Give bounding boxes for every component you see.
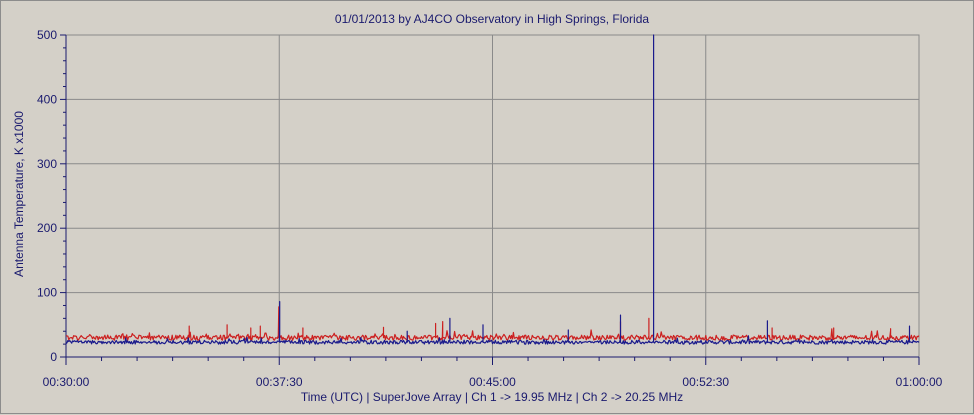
x-tick-label: 00:45:00 — [469, 375, 516, 389]
y-tick-label: 200 — [37, 221, 57, 235]
y-tick-label: 500 — [37, 28, 57, 42]
x-tick-label: 00:37:30 — [256, 375, 303, 389]
x-tick-label: 00:52:30 — [682, 375, 729, 389]
y-axis-label: Antenna Temperature, K x1000 — [12, 111, 26, 277]
y-tick-label: 300 — [37, 157, 57, 171]
y-tick-label: 0 — [50, 350, 57, 364]
chart-title: 01/01/2013 by AJ4CO Observatory in High … — [335, 12, 649, 26]
x-axis-label: Time (UTC) | SuperJove Array | Ch 1 -> 1… — [301, 390, 683, 404]
y-tick-label: 400 — [37, 92, 57, 106]
x-tick-label: 00:30:00 — [43, 375, 90, 389]
y-tick-label: 100 — [37, 286, 57, 300]
x-tick-label: 01:00:00 — [896, 375, 943, 389]
series-line-1 — [65, 306, 920, 341]
series-line-2 — [65, 34, 920, 345]
